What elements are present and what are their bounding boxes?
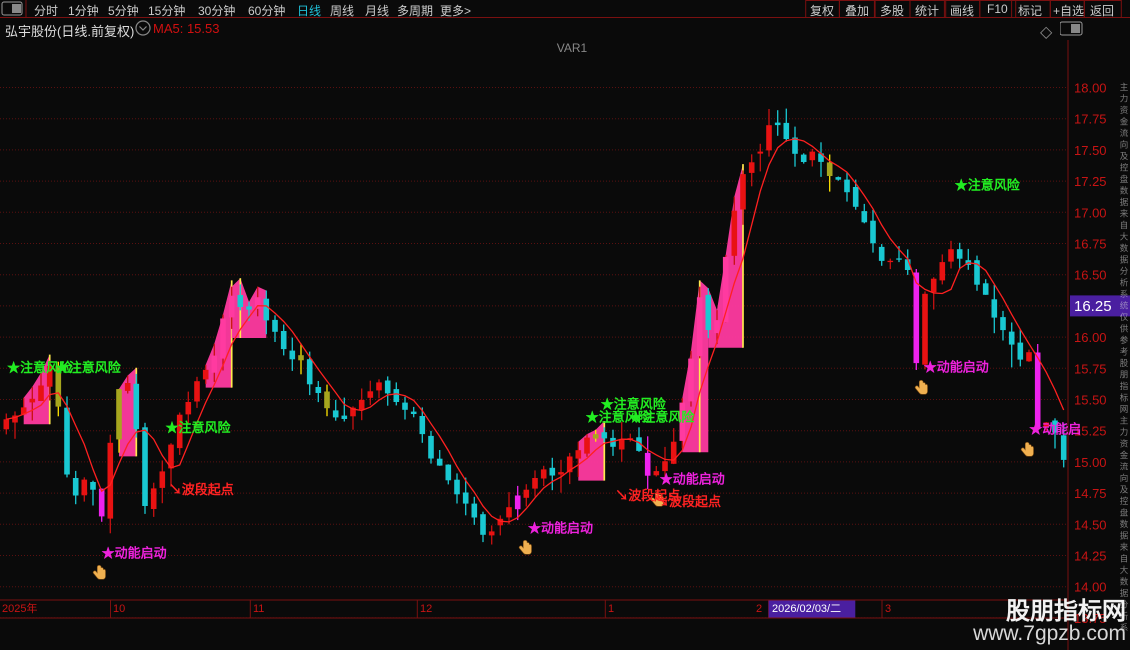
svg-text:考: 考 — [1120, 347, 1129, 357]
svg-text:★注意风险: ★注意风险 — [955, 178, 1021, 193]
svg-text:来: 来 — [1120, 542, 1129, 552]
svg-text:主: 主 — [1120, 416, 1129, 426]
svg-text:14.75: 14.75 — [1074, 486, 1107, 501]
svg-text:16.00: 16.00 — [1074, 330, 1107, 345]
svg-text:自: 自 — [1120, 554, 1129, 564]
svg-text:供: 供 — [1120, 324, 1129, 334]
svg-text:16.75: 16.75 — [1074, 237, 1107, 252]
svg-text:↘波段起点: ↘波段起点 — [169, 482, 234, 497]
svg-text:★动能启动: ★动能启动 — [660, 472, 725, 487]
svg-text:向: 向 — [1120, 140, 1129, 150]
svg-text:3: 3 — [885, 603, 891, 615]
svg-text:15.50: 15.50 — [1074, 393, 1107, 408]
svg-text:主: 主 — [1120, 82, 1129, 92]
svg-text:盘: 盘 — [1120, 174, 1129, 184]
svg-text:17.75: 17.75 — [1074, 112, 1107, 127]
svg-text:资: 资 — [1120, 439, 1129, 449]
svg-text:15.00: 15.00 — [1074, 455, 1107, 470]
svg-text:系: 系 — [1120, 289, 1129, 299]
svg-text:★注意风险: ★注意风险 — [629, 409, 695, 424]
svg-text:数: 数 — [1120, 519, 1129, 529]
svg-text:★动能启动: ★动能启动 — [102, 545, 167, 560]
svg-text:12: 12 — [420, 603, 432, 615]
svg-text:控: 控 — [1120, 496, 1129, 506]
svg-text:指: 指 — [1120, 381, 1129, 391]
svg-text:据: 据 — [1120, 531, 1129, 541]
svg-text:14.25: 14.25 — [1074, 549, 1107, 564]
svg-text:据: 据 — [1120, 197, 1129, 207]
svg-text:及: 及 — [1120, 151, 1129, 161]
svg-text:2025年: 2025年 — [2, 601, 37, 615]
svg-text:资: 资 — [1120, 105, 1129, 115]
svg-text:力: 力 — [1120, 94, 1129, 104]
svg-text:★动能启动: ★动能启动 — [528, 520, 593, 535]
svg-text:析: 析 — [1120, 278, 1129, 288]
svg-text:11: 11 — [253, 603, 264, 615]
svg-text:来: 来 — [1120, 209, 1129, 219]
svg-text:数: 数 — [1120, 186, 1129, 196]
svg-text:金: 金 — [1120, 117, 1129, 127]
svg-text:★动能启: ★动能启 — [1029, 422, 1081, 437]
svg-text:朋: 朋 — [1120, 370, 1129, 380]
svg-text:数: 数 — [1120, 243, 1129, 253]
svg-text:力: 力 — [1120, 427, 1129, 437]
svg-text:1: 1 — [608, 603, 614, 615]
svg-text:15.75: 15.75 — [1074, 361, 1107, 376]
svg-text:向: 向 — [1120, 473, 1129, 483]
svg-text:据: 据 — [1120, 588, 1129, 598]
svg-text:★动能启动: ★动能启动 — [924, 360, 989, 375]
svg-text:及: 及 — [1120, 485, 1129, 495]
svg-text:自: 自 — [1120, 220, 1129, 230]
svg-text:2026/02/03/二: 2026/02/03/二 — [772, 603, 841, 615]
svg-text:流: 流 — [1120, 128, 1129, 138]
svg-text:控: 控 — [1120, 163, 1129, 173]
svg-text:统: 统 — [1120, 301, 1129, 311]
svg-text:2: 2 — [756, 603, 762, 615]
svg-text:18.00: 18.00 — [1074, 81, 1107, 96]
svg-text:股: 股 — [1120, 358, 1129, 368]
svg-text:分: 分 — [1120, 266, 1129, 276]
svg-text:17.00: 17.00 — [1074, 205, 1107, 220]
svg-text:盘: 盘 — [1120, 508, 1129, 518]
svg-text:VAR1: VAR1 — [557, 41, 588, 55]
svg-text:16.50: 16.50 — [1074, 268, 1107, 283]
svg-text:★注意风险: ★注意风险 — [56, 360, 122, 375]
svg-text:大: 大 — [1120, 232, 1129, 242]
svg-text:数: 数 — [1120, 577, 1129, 587]
svg-text:14.50: 14.50 — [1074, 517, 1107, 532]
svg-text:据: 据 — [1120, 255, 1129, 265]
svg-text:大: 大 — [1120, 565, 1129, 575]
svg-text:股朋指标网: 股朋指标网 — [1006, 598, 1126, 625]
svg-text:流: 流 — [1120, 462, 1129, 472]
svg-text:参: 参 — [1120, 335, 1129, 345]
svg-text:★注意风险: ★注意风险 — [166, 420, 232, 435]
svg-text:14.00: 14.00 — [1074, 580, 1107, 595]
svg-text:16.25: 16.25 — [1074, 298, 1112, 315]
svg-text:17.25: 17.25 — [1074, 174, 1107, 189]
svg-text:17.50: 17.50 — [1074, 143, 1107, 158]
svg-text:www.7gpzb.com: www.7gpzb.com — [972, 622, 1126, 645]
svg-text:10: 10 — [113, 603, 125, 615]
svg-text:仅: 仅 — [1120, 312, 1129, 322]
svg-text:金: 金 — [1120, 450, 1129, 460]
svg-text:标: 标 — [1120, 393, 1129, 403]
svg-text:网: 网 — [1120, 404, 1129, 414]
svg-text:↘波段起点: ↘波段起点 — [656, 494, 721, 509]
